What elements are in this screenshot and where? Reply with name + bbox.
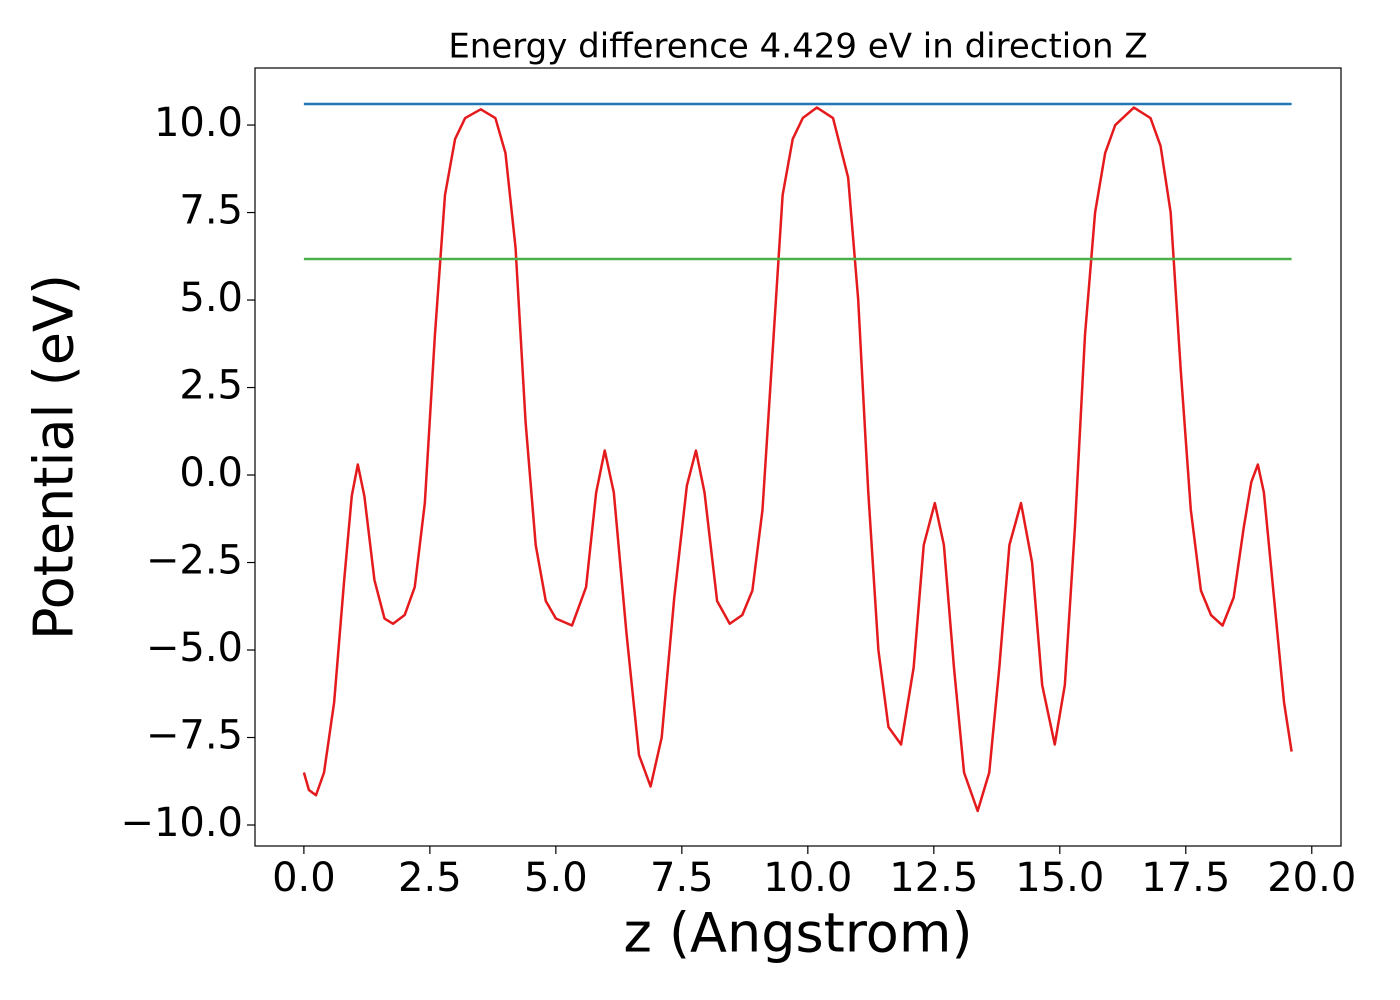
x-tick-label: 7.5 <box>650 855 714 901</box>
x-tick-label: 5.0 <box>524 855 588 901</box>
y-tick-label: 0.0 <box>179 450 243 496</box>
x-tick-label: 20.0 <box>1267 855 1356 901</box>
chart-title: Energy difference 4.429 eV in direction … <box>448 27 1147 67</box>
y-tick-label: −5.0 <box>146 625 243 671</box>
x-tick-label: 15.0 <box>1015 855 1104 901</box>
x-tick-label: 12.5 <box>889 855 978 901</box>
y-tick-label: −7.5 <box>146 713 243 759</box>
x-axis-label: z (Angstrom) <box>623 902 972 965</box>
y-tick-label: −2.5 <box>146 538 243 584</box>
y-tick-label: 10.0 <box>154 100 243 146</box>
line-series <box>302 106 1293 813</box>
x-tick-label: 2.5 <box>398 855 462 901</box>
y-tick-label: 7.5 <box>179 188 243 234</box>
x-tick-label: 0.0 <box>272 855 336 901</box>
plot-frame <box>254 67 1342 847</box>
y-tick-label: −10.0 <box>120 800 243 846</box>
y-tick-label: 2.5 <box>179 363 243 409</box>
y-tick-label: 5.0 <box>179 275 243 321</box>
x-tick-label: 10.0 <box>763 855 852 901</box>
x-tick-label: 17.5 <box>1141 855 1230 901</box>
y-axis-label: Potential (eV) <box>23 274 86 640</box>
